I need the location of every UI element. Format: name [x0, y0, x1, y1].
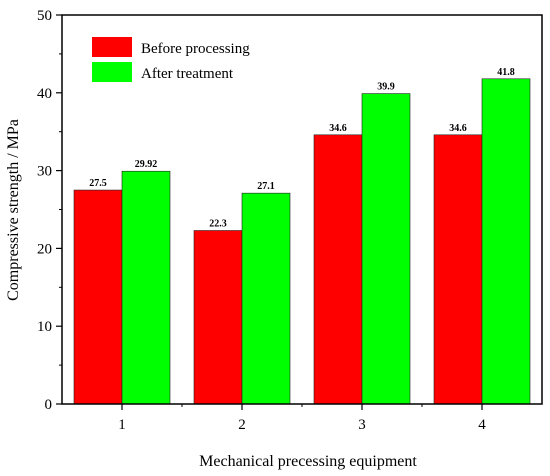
data-label-series1-cat2: 22.3 [209, 219, 227, 230]
y-axis: 0 10 20 30 40 50 [37, 8, 62, 413]
x-tick-label-2: 2 [238, 417, 246, 433]
bar-series1-cat2 [193, 230, 243, 405]
data-label-series1-cat1: 27.5 [89, 178, 107, 189]
bar-series2-cat1 [121, 170, 171, 405]
legend-label-before: Before processing [141, 41, 250, 57]
y-tick-label-30: 30 [37, 164, 52, 180]
bars-group [73, 78, 531, 405]
data-labels-group: 27.5 29.92 22.3 27.1 34.6 39.9 34.6 41.8 [89, 67, 515, 230]
y-tick-label-20: 20 [37, 241, 52, 257]
y-tick-label-40: 40 [37, 86, 52, 102]
data-label-series2-cat4: 41.8 [497, 67, 515, 78]
y-tick-label-10: 10 [37, 319, 52, 335]
data-label-series2-cat2: 27.1 [257, 181, 275, 192]
y-tick-label-50: 50 [37, 8, 52, 24]
x-axis-title: Mechanical precessing equipment [199, 453, 417, 470]
bar-series1-cat4 [433, 134, 483, 405]
x-tick-label-4: 4 [478, 417, 486, 433]
data-label-series2-cat1: 29.92 [135, 159, 158, 170]
data-label-series1-cat3: 34.6 [329, 123, 347, 134]
bar-series2-cat4 [481, 78, 531, 405]
x-axis: 1 2 3 4 [118, 404, 486, 433]
legend-swatch-before [92, 37, 132, 57]
y-axis-title: Compressive strength / MPa [5, 119, 22, 301]
legend-swatch-after [92, 62, 132, 82]
legend: Before processing After treatment [92, 37, 250, 82]
data-label-series1-cat4: 34.6 [449, 123, 467, 134]
legend-label-after: After treatment [141, 66, 234, 82]
bar-series1-cat1 [73, 189, 123, 405]
data-label-series2-cat3: 39.9 [377, 82, 395, 93]
bar-series1-cat3 [313, 134, 363, 405]
y-tick-label-0: 0 [45, 397, 53, 413]
bar-series2-cat3 [361, 93, 411, 405]
x-tick-label-1: 1 [118, 417, 126, 433]
bar-series2-cat2 [241, 192, 291, 405]
x-tick-label-3: 3 [358, 417, 366, 433]
